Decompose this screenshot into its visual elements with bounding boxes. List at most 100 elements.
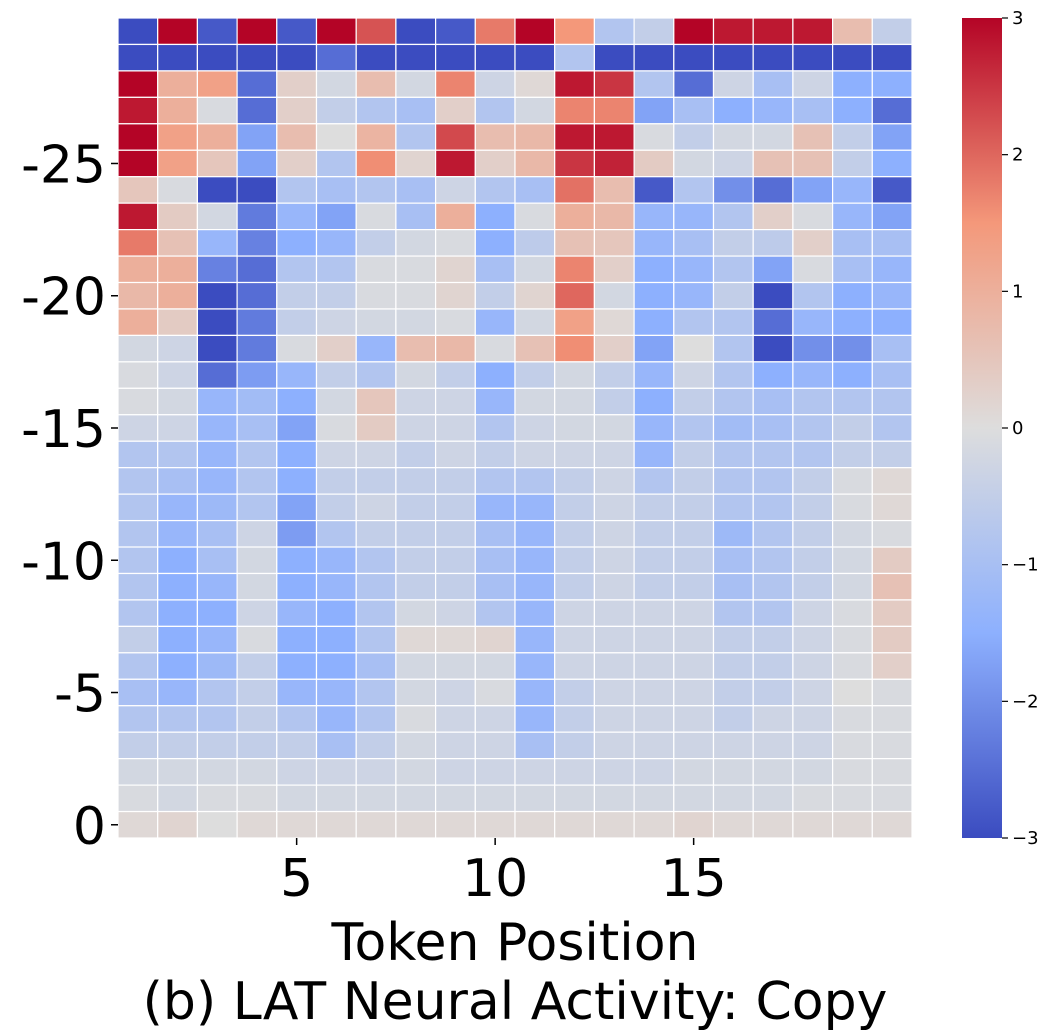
heatmap-cell bbox=[315, 43, 357, 72]
heatmap-cell bbox=[752, 387, 794, 416]
heatmap-cell bbox=[435, 440, 476, 469]
heatmap-cell bbox=[593, 652, 635, 680]
heatmap-cell bbox=[395, 70, 437, 98]
heatmap-cell bbox=[276, 70, 318, 98]
heatmap-cell bbox=[474, 176, 516, 204]
heatmap-cell bbox=[474, 361, 516, 389]
heatmap-cell bbox=[554, 17, 596, 46]
heatmap-cell bbox=[752, 546, 794, 575]
heatmap-cell bbox=[355, 625, 397, 654]
heatmap-cell bbox=[514, 572, 556, 601]
heatmap-cell bbox=[355, 440, 397, 469]
heatmap-cell bbox=[236, 467, 278, 495]
heatmap-cell bbox=[117, 758, 159, 786]
heatmap-cell bbox=[157, 281, 198, 310]
heatmap-cell bbox=[593, 784, 635, 813]
heatmap-cell bbox=[157, 414, 198, 442]
heatmap-cell bbox=[315, 519, 357, 548]
heatmap-cell bbox=[474, 202, 516, 231]
heatmap-cell bbox=[117, 625, 159, 654]
heatmap-cell bbox=[276, 546, 318, 575]
heatmap-cell bbox=[792, 149, 834, 178]
heatmap-cell bbox=[196, 519, 238, 548]
heatmap-cell bbox=[831, 758, 873, 786]
heatmap-cell bbox=[712, 123, 754, 151]
heatmap-cell bbox=[752, 334, 794, 363]
heatmap-cell bbox=[196, 810, 238, 839]
heatmap-cell bbox=[831, 572, 873, 601]
heatmap-cell bbox=[196, 149, 238, 178]
heatmap-cell bbox=[792, 361, 834, 389]
heatmap-cell bbox=[752, 519, 794, 548]
heatmap-cell bbox=[435, 17, 476, 46]
heatmap-cell bbox=[196, 784, 238, 813]
heatmap-cell bbox=[157, 17, 198, 46]
heatmap-cell bbox=[315, 255, 357, 284]
heatmap-cell bbox=[633, 414, 675, 442]
heatmap-cell bbox=[355, 361, 397, 389]
heatmap-cell bbox=[633, 96, 675, 125]
heatmap-cell bbox=[236, 440, 278, 469]
heatmap-cell bbox=[752, 229, 794, 257]
figure-caption: (b) LAT Neural Activity: Copy bbox=[143, 972, 888, 1032]
heatmap-cell bbox=[355, 43, 397, 72]
heatmap-cell bbox=[355, 387, 397, 416]
heatmap-cell bbox=[474, 149, 516, 178]
heatmap-cell bbox=[554, 123, 596, 151]
heatmap-cell bbox=[395, 705, 437, 733]
heatmap-cell bbox=[236, 255, 278, 284]
heatmap-cell bbox=[792, 678, 834, 707]
heatmap-cell bbox=[831, 731, 873, 760]
heatmap-cell bbox=[196, 652, 238, 680]
heatmap-cell bbox=[395, 281, 437, 310]
heatmap-cell bbox=[673, 493, 715, 522]
heatmap-cell bbox=[871, 546, 913, 575]
heatmap-cell bbox=[157, 43, 198, 72]
y-tick-label: -5 bbox=[54, 665, 106, 725]
heatmap-cell bbox=[196, 123, 238, 151]
heatmap-cell bbox=[673, 255, 715, 284]
heatmap-cell bbox=[593, 308, 635, 337]
heatmap-cell bbox=[355, 572, 397, 601]
heatmap-cell bbox=[514, 784, 556, 813]
heatmap-cell bbox=[712, 440, 754, 469]
heatmap-cell bbox=[514, 810, 556, 839]
heatmap-cell bbox=[315, 176, 357, 204]
heatmap-cells bbox=[117, 17, 913, 839]
heatmap-cell bbox=[633, 149, 675, 178]
heatmap-cell bbox=[554, 810, 596, 839]
heatmap-cell bbox=[593, 810, 635, 839]
heatmap-cell bbox=[435, 361, 476, 389]
heatmap-cell bbox=[633, 678, 675, 707]
heatmap-cell bbox=[236, 308, 278, 337]
heatmap-cell bbox=[554, 546, 596, 575]
heatmap-cell bbox=[117, 308, 159, 337]
heatmap-cell bbox=[474, 678, 516, 707]
heatmap-cell bbox=[315, 546, 357, 575]
heatmap-cell bbox=[633, 176, 675, 204]
heatmap-cell bbox=[276, 467, 318, 495]
heatmap-cell bbox=[831, 176, 873, 204]
heatmap-cell bbox=[554, 705, 596, 733]
heatmap-cell bbox=[117, 493, 159, 522]
heatmap-cell bbox=[196, 202, 238, 231]
heatmap-cell bbox=[871, 625, 913, 654]
heatmap-cell bbox=[792, 625, 834, 654]
heatmap-cell bbox=[117, 414, 159, 442]
heatmap-cell bbox=[871, 361, 913, 389]
heatmap-cell bbox=[554, 202, 596, 231]
heatmap-cell bbox=[871, 96, 913, 125]
heatmap-cell bbox=[792, 176, 834, 204]
heatmap-cell bbox=[712, 334, 754, 363]
heatmap-cell bbox=[752, 361, 794, 389]
heatmap-cell bbox=[514, 334, 556, 363]
heatmap-cell bbox=[554, 758, 596, 786]
heatmap-cell bbox=[871, 678, 913, 707]
heatmap-cell bbox=[712, 229, 754, 257]
heatmap-cell bbox=[315, 810, 357, 839]
heatmap-cell bbox=[355, 308, 397, 337]
heatmap-cell bbox=[712, 810, 754, 839]
heatmap-cell bbox=[712, 572, 754, 601]
heatmap-cell bbox=[196, 572, 238, 601]
heatmap-cell bbox=[871, 652, 913, 680]
